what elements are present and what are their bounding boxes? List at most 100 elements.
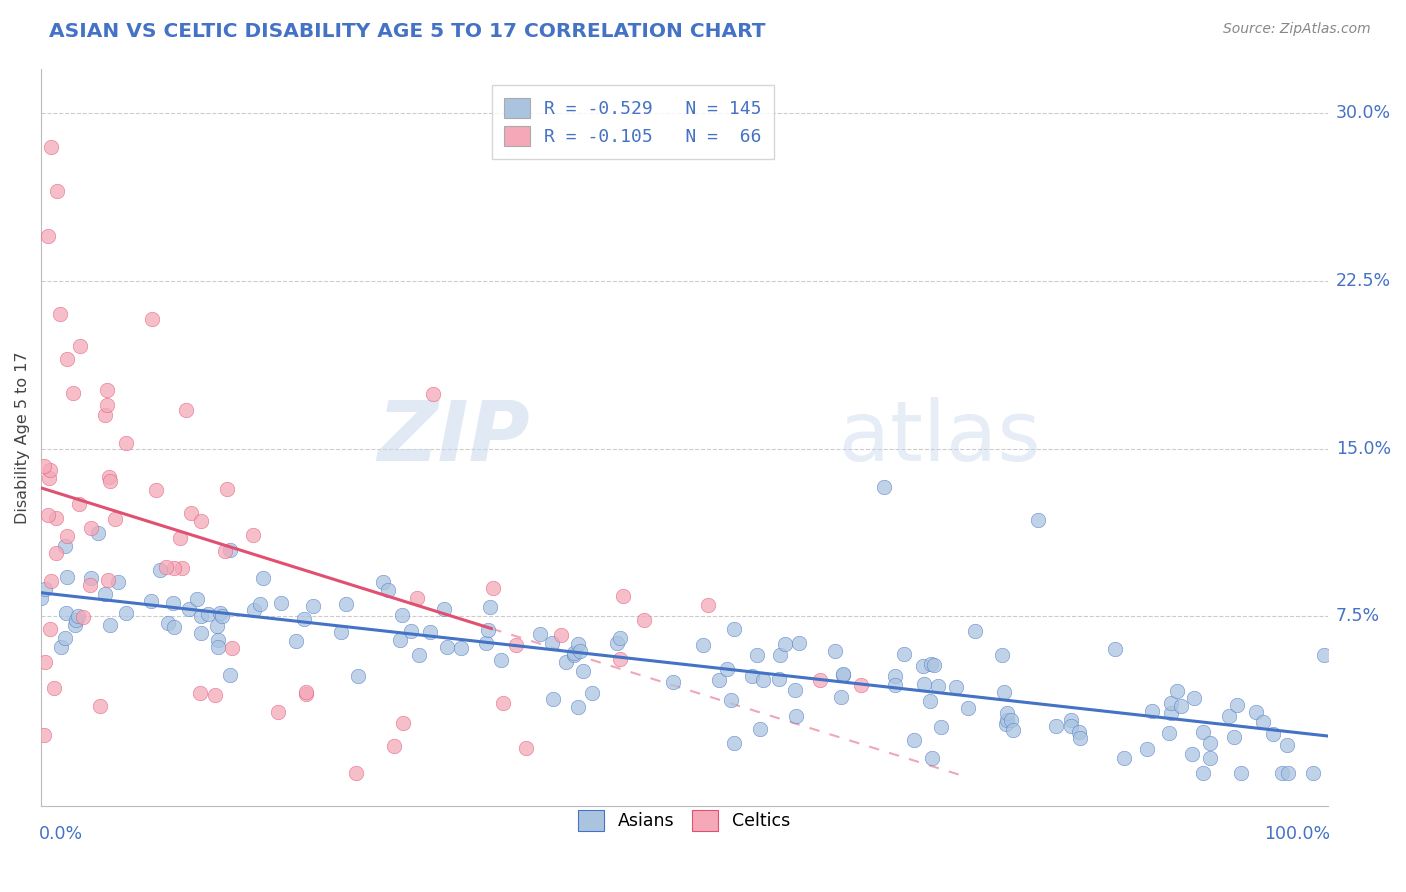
Point (104, 512, 127, 526)
Point (39, 574, 62, 589)
Point (832, 668, 855, 682)
Point (492, 696, 515, 710)
Point (572, 664, 595, 678)
Point (609, 631, 631, 645)
Point (169, 531, 191, 545)
Point (242, 527, 264, 541)
Y-axis label: Disability Age 5 to 17: Disability Age 5 to 17 (15, 351, 30, 524)
Point (662, 674, 685, 689)
Point (1060, 719, 1083, 733)
Point (903, 733, 925, 747)
Point (723, 736, 745, 750)
Point (540, 636, 562, 650)
Point (1192, 765, 1215, 780)
Point (344, 765, 367, 780)
Point (94, 587, 117, 601)
Point (419, 625, 441, 640)
Point (155, 560, 177, 574)
Legend: Asians, Celtics: Asians, Celtics (571, 803, 797, 838)
Point (768, 672, 790, 686)
Point (927, 679, 949, 693)
Point (1263, 726, 1285, 740)
Point (107, 574, 129, 589)
Point (1166, 684, 1188, 698)
Point (1251, 715, 1274, 730)
Point (214, 544, 236, 558)
Point (720, 693, 742, 707)
Point (562, 648, 585, 663)
Point (391, 607, 413, 622)
Point (218, 543, 240, 558)
Point (139, 594, 162, 608)
Point (294, 687, 316, 701)
Point (912, 677, 935, 691)
Point (37, 508, 59, 522)
Point (145, 483, 167, 497)
Point (329, 624, 352, 639)
Text: 15.0%: 15.0% (1336, 440, 1391, 458)
Point (692, 638, 714, 652)
Point (567, 637, 589, 651)
Point (489, 653, 512, 667)
Point (392, 716, 415, 731)
Text: 100.0%: 100.0% (1264, 824, 1330, 843)
Point (1060, 713, 1083, 727)
Point (1181, 747, 1204, 761)
Point (748, 722, 770, 736)
Point (567, 700, 589, 714)
Point (335, 597, 357, 611)
Point (752, 673, 775, 687)
Point (1045, 719, 1067, 733)
Point (1199, 750, 1222, 764)
Point (177, 602, 200, 616)
Point (1302, 765, 1324, 780)
Point (716, 662, 738, 676)
Point (422, 386, 444, 401)
Point (883, 669, 905, 683)
Text: 0.0%: 0.0% (38, 824, 83, 843)
Point (1157, 726, 1180, 740)
Point (66, 608, 89, 623)
Point (550, 628, 572, 642)
Point (1230, 765, 1253, 780)
Point (114, 435, 136, 450)
Point (209, 606, 232, 620)
Point (606, 636, 628, 650)
Point (1069, 725, 1091, 739)
Point (215, 483, 238, 497)
Point (1160, 696, 1182, 710)
Point (170, 561, 193, 575)
Point (45, 511, 67, 525)
Point (98, 618, 121, 632)
Point (207, 640, 229, 654)
Point (39, 622, 62, 636)
Point (477, 623, 499, 637)
Point (723, 622, 745, 636)
Point (707, 673, 730, 687)
Point (72, 610, 94, 624)
Point (581, 686, 603, 700)
Point (180, 506, 202, 520)
Point (294, 685, 316, 699)
Point (65, 613, 87, 627)
Point (45, 185, 67, 199)
Point (80, 520, 103, 534)
Point (474, 636, 496, 650)
Point (39, 463, 62, 477)
Point (830, 690, 852, 704)
Point (98, 474, 121, 488)
Point (1069, 731, 1091, 746)
Point (1199, 736, 1222, 750)
Point (921, 751, 943, 765)
Point (696, 598, 718, 612)
Point (243, 603, 266, 617)
Point (609, 651, 631, 665)
Point (53, 539, 76, 553)
Point (34, 582, 56, 596)
Point (163, 561, 186, 575)
Point (481, 581, 503, 595)
Point (515, 741, 537, 756)
Point (1104, 642, 1126, 657)
Point (450, 641, 472, 656)
Point (569, 644, 592, 658)
